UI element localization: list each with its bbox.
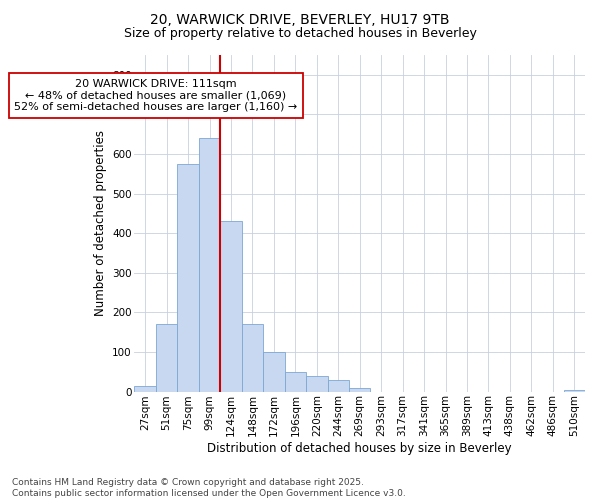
Bar [263, 352, 284, 392]
Text: 20, WARWICK DRIVE, BEVERLEY, HU17 9TB: 20, WARWICK DRIVE, BEVERLEY, HU17 9TB [150, 12, 450, 26]
Text: Contains HM Land Registry data © Crown copyright and database right 2025.
Contai: Contains HM Land Registry data © Crown c… [12, 478, 406, 498]
Bar [220, 222, 242, 392]
Bar [563, 390, 585, 392]
Bar [156, 324, 178, 392]
Bar [134, 386, 156, 392]
Bar [328, 380, 349, 392]
Bar [349, 388, 370, 392]
Bar [306, 376, 328, 392]
Text: 20 WARWICK DRIVE: 111sqm
← 48% of detached houses are smaller (1,069)
52% of sem: 20 WARWICK DRIVE: 111sqm ← 48% of detach… [14, 79, 298, 112]
Bar [242, 324, 263, 392]
X-axis label: Distribution of detached houses by size in Beverley: Distribution of detached houses by size … [208, 442, 512, 455]
Bar [284, 372, 306, 392]
Text: Size of property relative to detached houses in Beverley: Size of property relative to detached ho… [124, 28, 476, 40]
Bar [199, 138, 220, 392]
Bar [178, 164, 199, 392]
Y-axis label: Number of detached properties: Number of detached properties [94, 130, 107, 316]
